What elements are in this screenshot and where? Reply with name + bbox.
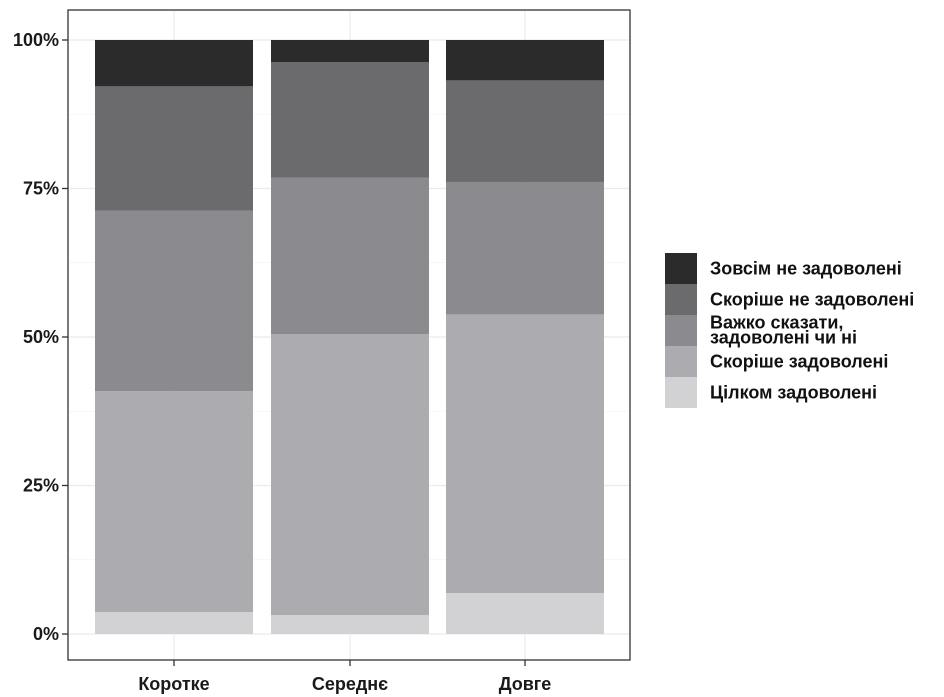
y-axis: 0% 25% 50% 75% 100% — [13, 30, 68, 644]
bar-segment — [446, 593, 604, 634]
bar-segment — [95, 612, 253, 634]
y-tick-label: 75% — [23, 179, 59, 199]
plot-panel-border — [67, 9, 631, 661]
y-tick-label: 0% — [33, 624, 59, 644]
bar-segment — [271, 40, 429, 62]
y-tick-label: 50% — [23, 327, 59, 347]
legend-key — [665, 253, 697, 284]
x-tick-label: Коротке — [138, 674, 209, 694]
x-tick-label: Середнє — [312, 674, 388, 694]
y-tick-label: 25% — [23, 476, 59, 496]
x-tick-label: Довге — [499, 674, 552, 694]
legend-key — [665, 315, 697, 346]
bar-segment — [271, 61, 429, 178]
legend: Зовсім не задоволені Скоріше не задоволен… — [665, 253, 914, 408]
bars — [95, 40, 604, 634]
legend-label: Цілком задоволені — [710, 383, 877, 403]
bar-segment — [446, 181, 604, 315]
y-tick-label: 100% — [13, 30, 59, 50]
legend-label: Зовсім не задоволені — [710, 259, 902, 279]
bar-segment — [95, 391, 253, 613]
legend-label: Скоріше задоволені — [710, 352, 888, 372]
bar-segment — [446, 40, 604, 81]
bar-segment — [95, 86, 253, 211]
bar-segment — [271, 614, 429, 634]
bar-segment — [271, 177, 429, 335]
legend-key — [665, 346, 697, 377]
bar-segment — [446, 80, 604, 182]
x-axis: Коротке Середнє Довге — [138, 660, 551, 694]
legend-label: Скоріше не задоволені — [710, 290, 914, 310]
bar-segment — [95, 40, 253, 87]
bar-segment — [446, 314, 604, 594]
bar-segment — [271, 334, 429, 615]
bar-segment — [95, 210, 253, 392]
legend-key — [665, 284, 697, 315]
legend-label: Важко сказати, задоволені чи ні — [710, 313, 857, 348]
legend-key — [665, 377, 697, 408]
